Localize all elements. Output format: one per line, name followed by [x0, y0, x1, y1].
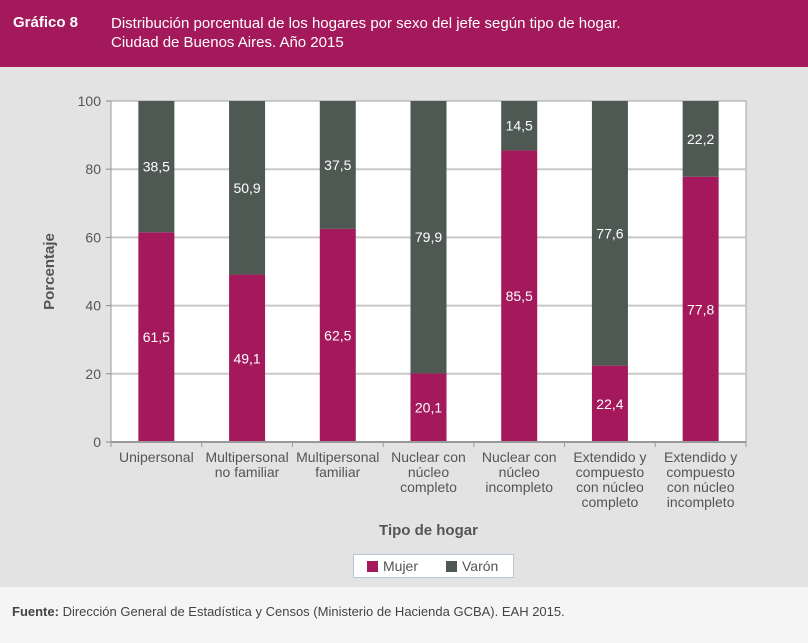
data-label-mujer: 62,5 — [324, 327, 351, 343]
x-tick-label-line: incompleto — [667, 494, 735, 510]
legend-item-varon: Varón — [446, 558, 498, 574]
x-tick-label-line: Extendido y — [573, 449, 646, 465]
x-tick-label: Extendido y compuesto con núcleo completo — [573, 449, 646, 510]
bar-mujer — [410, 373, 447, 442]
x-tick-label-line: completo — [582, 494, 639, 510]
bar-varon — [410, 101, 447, 374]
x-tick-label: Multipersonal no familiar — [205, 449, 288, 480]
x-tick-label-line: núcleo — [499, 464, 540, 480]
x-tick-label-line: incompleto — [485, 479, 553, 495]
y-tick-label: 0 — [93, 434, 101, 450]
chart-footer: Fuente: Dirección General de Estadística… — [0, 587, 808, 643]
y-axis-title: Porcentaje — [41, 233, 58, 310]
source-text: Dirección General de Estadística y Censo… — [58, 604, 565, 619]
data-label-varon: 37,5 — [324, 157, 351, 173]
data-label-varon: 79,9 — [415, 229, 442, 245]
legend-item-mujer: Mujer — [367, 558, 418, 574]
source-label: Fuente: — [12, 604, 59, 619]
x-tick-label: Unipersonal — [119, 449, 194, 465]
data-label-varon: 22,2 — [687, 131, 714, 147]
x-tick-label: Extendido y compuesto con núcleo incompleto — [664, 449, 737, 510]
data-label-mujer: 61,5 — [143, 329, 170, 345]
x-tick-label-line: Multipersonal — [205, 449, 288, 465]
y-tick-label: 80 — [85, 161, 101, 177]
bar-mujer — [319, 228, 356, 442]
bar-varon — [501, 101, 538, 151]
x-tick-label-line: Nuclear con — [391, 449, 466, 465]
x-tick-label-line: no familiar — [215, 464, 280, 480]
y-tick-label: 100 — [78, 93, 102, 109]
data-label-varon: 77,6 — [596, 225, 623, 241]
x-tick-label-line: completo — [400, 479, 457, 495]
data-label-varon: 38,5 — [143, 159, 170, 175]
chart-area: 0 20 40 60 80 100 61,5 38,5 49,1 50,9 62,5 37,5 20,1… — [0, 67, 808, 587]
x-tick-label-line: Extendido y — [664, 449, 737, 465]
x-tick-label-line: familiar — [315, 464, 360, 480]
bar-mujer — [138, 232, 175, 442]
bar-mujer — [682, 176, 719, 442]
x-tick-label-line: núcleo — [408, 464, 449, 480]
source-note: Fuente: Dirección General de Estadística… — [12, 604, 565, 619]
data-label-mujer: 22,4 — [596, 396, 623, 412]
bar-varon — [591, 101, 628, 366]
data-label-mujer: 20,1 — [415, 400, 442, 416]
bar-mujer — [229, 274, 266, 442]
bar-varon — [138, 101, 175, 233]
y-tick-label: 20 — [85, 366, 101, 382]
chart-header: Gráfico 8 Distribución porcentual de los… — [0, 0, 808, 67]
legend-swatch-mujer — [367, 560, 378, 572]
figure-label: Gráfico 8 — [13, 14, 79, 31]
x-tick-label-line: Unipersonal — [119, 449, 194, 465]
x-tick-label: Nuclear con núcleo incompleto — [482, 449, 557, 495]
bar-mujer — [591, 365, 628, 442]
x-tick-label: Nuclear con núcleo completo — [391, 449, 466, 495]
x-tick-label-line: compuesto — [666, 464, 735, 480]
chart-title-line2: Ciudad de Buenos Aires. Año 2015 — [111, 34, 344, 51]
x-tick-label: Multipersonal familiar — [296, 449, 379, 480]
data-label-mujer: 85,5 — [506, 288, 533, 304]
bar-varon — [319, 101, 356, 229]
y-tick-label: 40 — [85, 298, 101, 314]
bar-varon — [229, 101, 266, 275]
data-label-varon: 14,5 — [506, 118, 533, 134]
chart-title-line1: Distribución porcentual de los hogares p… — [111, 15, 621, 32]
x-tick-label-line: con núcleo — [667, 479, 735, 495]
bar-varon — [682, 101, 719, 177]
x-tick-label-line: Nuclear con — [482, 449, 557, 465]
stacked-bar-chart: 0 20 40 60 80 100 61,5 38,5 49,1 50,9 62,5 37,5 20,1… — [41, 93, 747, 539]
chart-title: Distribución porcentual de los hogares p… — [111, 14, 621, 52]
legend-label-mujer: Mujer — [383, 558, 419, 574]
x-axis-title: Tipo de hogar — [379, 522, 478, 539]
data-label-varon: 50,9 — [233, 180, 260, 196]
chart-legend: Mujer Varón — [353, 554, 514, 578]
data-label-mujer: 77,8 — [687, 301, 714, 317]
x-tick-label-line: Multipersonal — [296, 449, 379, 465]
x-tick-label-line: con núcleo — [576, 479, 644, 495]
legend-swatch-varon — [446, 560, 457, 572]
bar-mujer — [501, 150, 538, 442]
legend-label-varon: Varón — [462, 558, 499, 574]
x-tick-label-line: compuesto — [576, 464, 645, 480]
data-label-mujer: 49,1 — [233, 350, 260, 366]
y-tick-label: 60 — [85, 229, 101, 245]
